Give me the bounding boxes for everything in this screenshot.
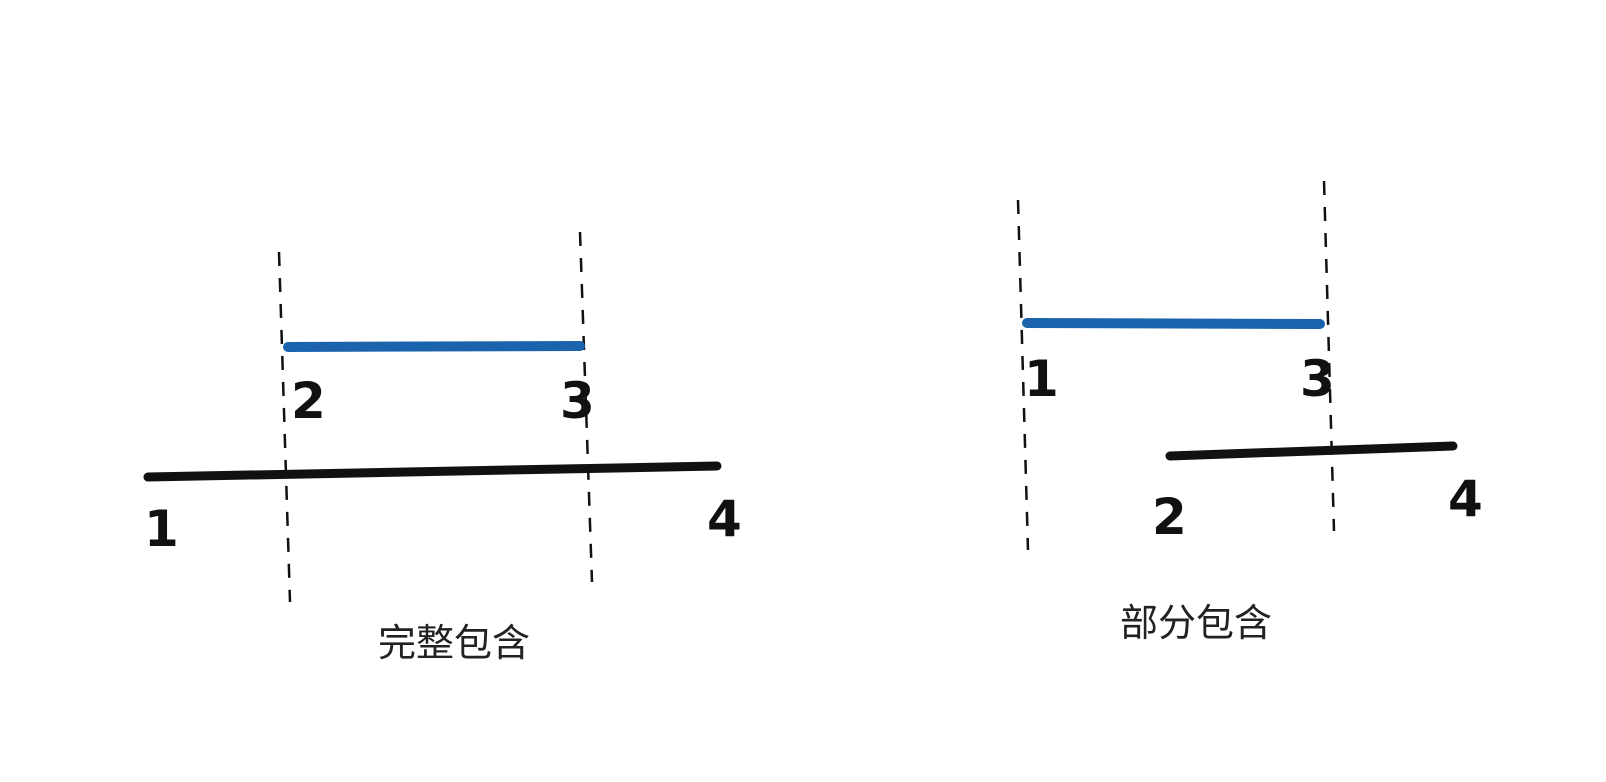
right-bottom-interval: [1165, 441, 1458, 461]
left-guide-end: [578, 231, 594, 583]
right-bottom-start-label: 2: [1152, 488, 1187, 546]
right-diagram: 1 3 2 4 部分包含: [1016, 180, 1483, 645]
left-inner-end-label: 3: [560, 372, 595, 430]
right-top-interval: [1022, 318, 1325, 329]
left-inner-interval: [283, 341, 585, 352]
left-outer-interval: [143, 461, 722, 482]
right-top-end-label: 3: [1300, 350, 1335, 408]
left-outer-start-label: 1: [144, 500, 179, 558]
right-guide-start: [1016, 199, 1030, 551]
left-inner-start-label: 2: [291, 372, 326, 430]
right-bottom-end-label: 4: [1448, 470, 1483, 528]
left-outer-end-label: 4: [707, 490, 742, 548]
right-top-start-label: 1: [1024, 350, 1059, 408]
left-caption: 完整包含: [378, 621, 530, 665]
left-diagram: 2 3 1 4 完整包含: [143, 231, 742, 665]
right-guide-end: [1322, 180, 1336, 532]
left-guide-start: [277, 251, 292, 603]
right-caption: 部分包含: [1120, 601, 1272, 645]
